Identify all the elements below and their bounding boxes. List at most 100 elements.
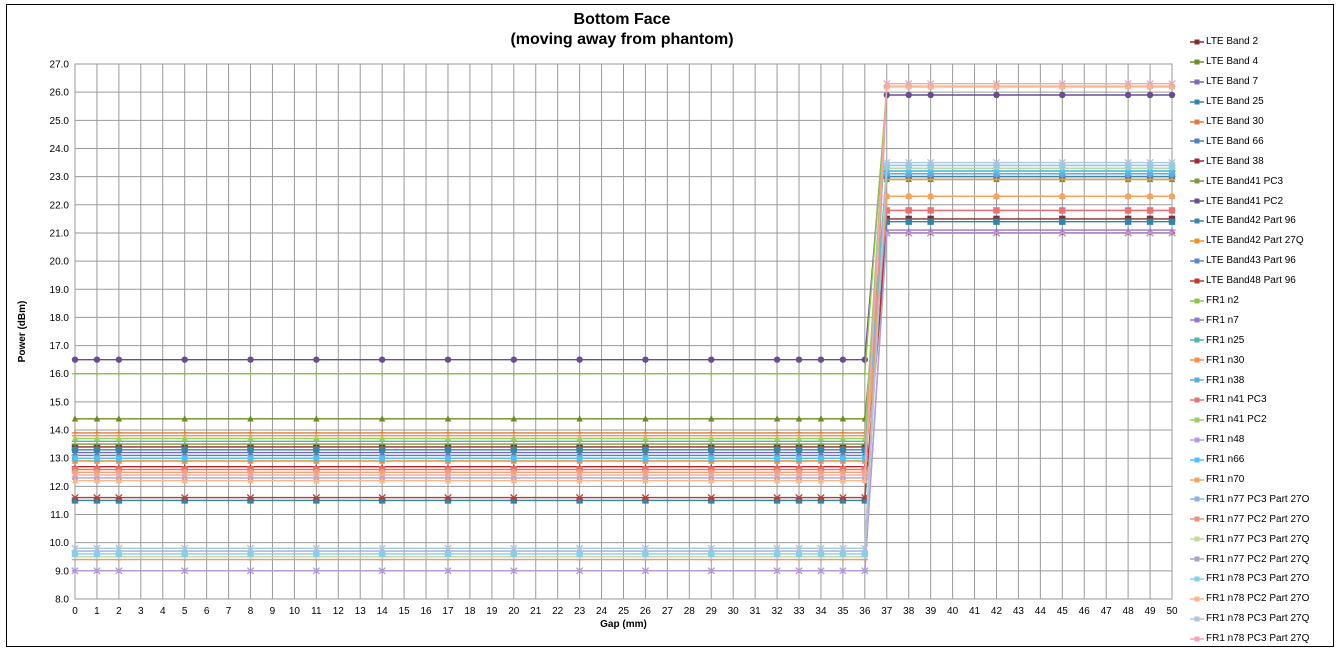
legend-item: LTE Band 38 (1190, 151, 1338, 171)
data-point (1146, 193, 1154, 200)
x-tick-label: 9 (270, 606, 276, 617)
data-point (93, 371, 101, 376)
data-point (181, 477, 188, 484)
data-point (115, 493, 123, 502)
data-point (861, 371, 869, 376)
data-point (1059, 193, 1066, 200)
x-tick-label: 46 (1079, 606, 1091, 617)
x-tick-label: 34 (815, 606, 827, 617)
legend-swatch (1190, 218, 1204, 224)
data-point (773, 415, 781, 422)
legend-label: FR1 n70 (1206, 474, 1245, 486)
data-point (1168, 177, 1176, 182)
y-tick-label: 19.0 (50, 285, 70, 296)
data-point (576, 477, 583, 484)
legend-swatch (1190, 596, 1204, 602)
data-point (510, 415, 517, 422)
data-point (795, 446, 803, 453)
data-point (795, 550, 803, 558)
data-point (708, 497, 715, 504)
legend-swatch (1190, 457, 1204, 463)
data-point (642, 497, 649, 504)
data-point (71, 544, 79, 552)
y-axis-label: Power (dBm) (17, 301, 28, 363)
data-point (1124, 218, 1132, 225)
x-tick-label: 30 (728, 606, 740, 617)
legend-swatch (1190, 198, 1204, 204)
legend-swatch (1190, 99, 1204, 105)
data-point (115, 415, 123, 422)
data-point (773, 446, 781, 453)
data-point (641, 544, 650, 552)
data-point (444, 415, 452, 422)
legend-swatch (1190, 317, 1204, 323)
data-point (993, 177, 1000, 182)
data-point (905, 158, 913, 167)
data-point (313, 434, 320, 442)
y-tick-label: 26.0 (50, 88, 70, 99)
data-point (883, 80, 891, 88)
legend-item: FR1 n77 PC3 Part 27O (1190, 489, 1338, 509)
data-point (927, 80, 935, 88)
data-point (642, 371, 649, 376)
data-point (444, 434, 452, 442)
legend-item: LTE Band 30 (1190, 112, 1338, 132)
data-point (115, 446, 123, 453)
data-point (839, 477, 847, 484)
data-point (708, 356, 715, 363)
data-point (444, 567, 452, 575)
legend-swatch (1190, 616, 1204, 622)
x-tick-label: 28 (684, 606, 696, 617)
data-point (795, 356, 803, 363)
data-point (71, 550, 79, 558)
legend-item: LTE Band 66 (1190, 131, 1338, 151)
legend-item: FR1 n25 (1190, 330, 1338, 350)
data-point (1168, 158, 1176, 167)
data-point (378, 550, 386, 558)
y-tick-label: 21.0 (50, 228, 70, 239)
x-tick-label: 47 (1101, 606, 1113, 617)
data-point (510, 497, 517, 504)
data-point (93, 471, 101, 479)
data-point (1059, 218, 1066, 225)
legend-swatch (1190, 39, 1204, 45)
x-tick-label: 44 (1035, 606, 1047, 617)
data-point (181, 550, 188, 558)
data-point (839, 415, 847, 422)
data-point (839, 356, 847, 363)
data-point (839, 454, 847, 462)
legend-swatch (1190, 477, 1204, 483)
legend-label: LTE Band 2 (1206, 36, 1259, 48)
data-point (378, 446, 386, 453)
data-point (247, 415, 254, 422)
data-point (378, 544, 386, 552)
legend-item: FR1 n77 PC2 Part 27Q (1190, 549, 1338, 569)
x-tick-label: 50 (1166, 606, 1178, 617)
legend-item: FR1 n30 (1190, 350, 1338, 370)
x-tick-label: 25 (618, 606, 630, 617)
data-point (181, 371, 188, 376)
data-point (312, 454, 320, 462)
data-point (1058, 158, 1066, 167)
data-point (861, 497, 869, 504)
data-point (1058, 229, 1066, 237)
data-point (1146, 162, 1154, 169)
legend-item: FR1 n7 (1190, 310, 1338, 330)
data-point (247, 446, 254, 453)
data-point (1059, 162, 1066, 169)
data-point (312, 544, 320, 552)
data-point (817, 493, 825, 502)
data-point (1146, 158, 1154, 167)
legend-label: LTE Band 30 (1206, 116, 1264, 127)
data-point (642, 477, 649, 484)
data-point (1059, 177, 1066, 182)
data-point (707, 544, 715, 552)
data-point (1146, 218, 1154, 225)
data-point (510, 454, 518, 462)
data-point (93, 454, 101, 462)
legend-item: FR1 n70 (1190, 470, 1338, 490)
data-point (246, 544, 255, 552)
x-tick-label: 18 (464, 606, 476, 617)
legend-item: LTE Band41 PC2 (1190, 191, 1338, 211)
x-tick-label: 0 (72, 606, 78, 617)
